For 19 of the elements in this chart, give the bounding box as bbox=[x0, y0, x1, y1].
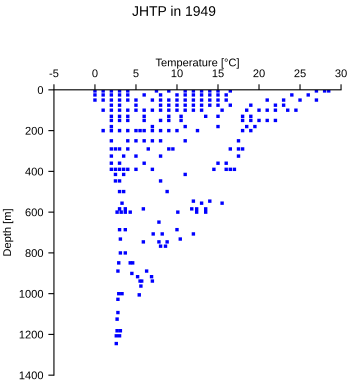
x-tick-label: -5 bbox=[49, 69, 58, 78]
x-axis-title: Temperature [°C] bbox=[156, 58, 239, 69]
y-tick-label: 1200 bbox=[20, 330, 44, 339]
x-tick-label: 5 bbox=[133, 69, 139, 78]
chart-title: JHTP in 1949 bbox=[132, 6, 216, 16]
y-tick-label: 600 bbox=[26, 208, 44, 216]
x-tick-label: 25 bbox=[294, 69, 306, 78]
x-tick-label: 0 bbox=[92, 69, 98, 78]
y-tick-label: 800 bbox=[25, 249, 44, 258]
x-tick-label: 15 bbox=[212, 69, 224, 78]
y-axis-title: Depth [m] bbox=[2, 209, 14, 256]
x-tick-label: 10 bbox=[172, 69, 183, 78]
x-tick-label: 20 bbox=[253, 69, 265, 78]
y-tick-label: 0 bbox=[38, 86, 44, 94]
y-tick-label: 1400 bbox=[20, 371, 44, 380]
y-tick-label: 1000 bbox=[20, 290, 44, 298]
y-tick-label: 200 bbox=[26, 126, 44, 135]
y-tick-label: 400 bbox=[25, 168, 44, 176]
x-tick-label: 30 bbox=[335, 69, 347, 78]
